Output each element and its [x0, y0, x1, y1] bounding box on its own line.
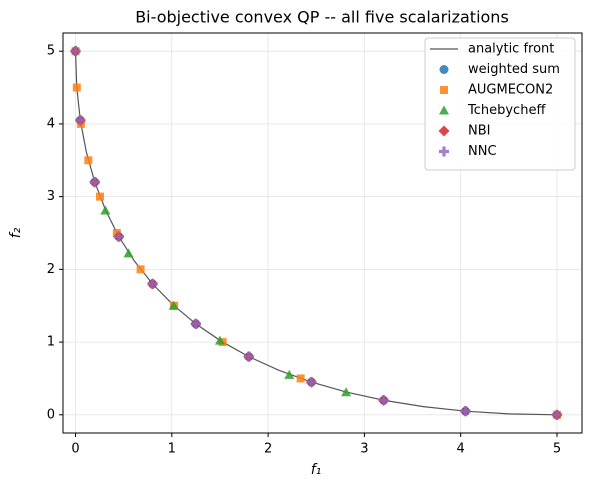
point	[95, 192, 104, 201]
chart-title: Bi-objective convex QP -- all five scala…	[135, 8, 509, 27]
legend-swatch	[439, 146, 449, 157]
plot-frame	[62, 32, 583, 434]
point	[551, 409, 562, 420]
point	[112, 229, 121, 237]
point	[214, 335, 225, 345]
point	[284, 369, 295, 379]
legend-label: Tchebycheff	[467, 103, 546, 118]
point	[168, 300, 179, 310]
x-tick-label: 5	[553, 442, 561, 457]
point	[136, 265, 145, 274]
point	[460, 406, 471, 417]
legend-box	[424, 37, 576, 171]
point	[100, 205, 111, 215]
x-tick-label: 0	[71, 442, 79, 457]
legend-label: NNC	[468, 144, 497, 159]
point	[75, 115, 86, 126]
legend-label: AUGMECON2	[468, 83, 553, 98]
x-tick-label: 4	[457, 442, 465, 457]
x-tick-label: 3	[360, 442, 368, 457]
legend-swatch	[440, 86, 448, 94]
legend-swatch	[439, 65, 449, 74]
legend-swatch	[439, 105, 449, 115]
x-tick-label: 1	[168, 442, 176, 457]
point	[72, 83, 81, 92]
legend-swatch	[438, 125, 450, 137]
point	[84, 156, 93, 165]
point	[378, 395, 389, 406]
point	[190, 318, 201, 329]
point	[306, 377, 317, 388]
point	[243, 351, 254, 362]
y-axis-label: f₂	[8, 227, 24, 238]
point	[147, 278, 158, 289]
y-tick-label: 5	[47, 44, 55, 59]
y-tick-label: 2	[47, 262, 55, 277]
x-tick-label: 2	[264, 442, 272, 457]
point	[341, 387, 352, 397]
y-tick-label: 3	[47, 189, 55, 204]
point	[70, 46, 81, 57]
x-axis-label: f₁	[311, 462, 322, 478]
point	[123, 248, 134, 258]
point	[296, 374, 305, 383]
legend-label: analytic front	[468, 42, 554, 57]
point	[89, 177, 100, 188]
legend: analytic front weighted sum AUGMECON2 Tcheb…	[424, 37, 576, 171]
point	[113, 231, 124, 242]
legend-label: NBI	[468, 124, 490, 139]
y-tick-label: 4	[47, 116, 55, 131]
y-tick-label: 0	[47, 407, 55, 422]
y-tick-label: 1	[47, 335, 55, 350]
legend-label: weighted sum	[468, 62, 560, 77]
